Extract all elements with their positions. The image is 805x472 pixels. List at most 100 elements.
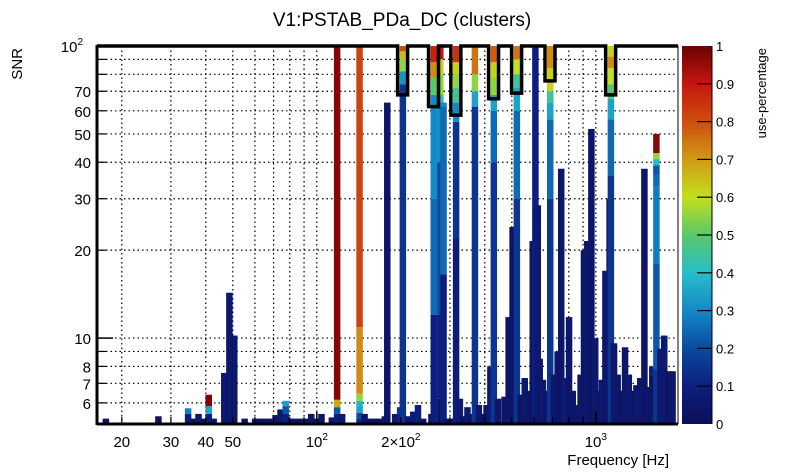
histogram-bin <box>557 168 565 424</box>
y-tick-label: 60 <box>74 104 91 121</box>
histogram-bin <box>376 418 384 424</box>
histogram-bin <box>565 317 573 424</box>
histogram-bin <box>399 46 407 52</box>
histogram-bin <box>513 59 521 75</box>
histogram-bin <box>430 77 438 95</box>
plot-frame <box>95 45 679 426</box>
histogram-bin <box>607 98 615 120</box>
histogram-bin <box>226 292 233 424</box>
x-tick-label: 50 <box>224 434 241 451</box>
histogram-bin <box>452 102 460 122</box>
histogram-bin <box>356 400 363 407</box>
y-axis: 6 78 10 20 30 40 50 60 70 102 <box>61 37 113 413</box>
histogram-bin <box>399 71 407 85</box>
histogram-bin <box>513 110 521 199</box>
colorbar-tick-label: 0.4 <box>716 266 734 281</box>
histogram-bin <box>361 413 368 424</box>
histogram-bin <box>452 62 460 75</box>
histogram-bin <box>665 371 672 424</box>
histogram-bin <box>607 46 615 57</box>
histogram-bin <box>221 372 228 424</box>
histogram-bin <box>645 387 652 424</box>
histogram-bin <box>577 374 584 424</box>
histogram-bin <box>513 198 521 424</box>
histogram-bin <box>487 366 494 424</box>
histogram-bin <box>513 46 521 60</box>
histogram-bin <box>653 165 660 176</box>
histogram-bin <box>282 413 289 424</box>
histogram-bin <box>610 343 618 424</box>
colorbar-label: use-percentage <box>754 48 769 138</box>
histogram-bin <box>607 56 615 69</box>
histogram-bin <box>669 371 676 424</box>
histogram-bin <box>404 416 412 424</box>
histogram-bin <box>490 162 498 425</box>
histogram-bin <box>490 62 498 78</box>
histogram-bin <box>543 390 550 424</box>
colorbar-tick-label: 0 <box>716 417 723 432</box>
histogram-bin <box>653 369 660 424</box>
histogram-bin <box>546 102 554 120</box>
y-tick-label: 10 <box>74 331 91 348</box>
histogram-bin <box>591 338 599 424</box>
histogram-bin <box>399 59 407 72</box>
histogram-bin <box>550 374 557 424</box>
histogram-bin <box>625 374 633 424</box>
histogram-bin <box>356 406 363 413</box>
histogram-bin <box>333 399 341 408</box>
histogram-bin <box>534 205 542 424</box>
histogram-bin <box>356 46 363 328</box>
x-tick-exponent: 2 <box>322 432 328 443</box>
histogram-bin <box>479 413 486 424</box>
histogram-bin <box>614 374 621 424</box>
histogram-bin <box>490 46 498 63</box>
histogram-bin <box>653 159 660 166</box>
histogram-bin <box>282 406 289 414</box>
histogram-bin <box>649 366 656 375</box>
histogram-bin <box>505 317 512 424</box>
histogram-bin <box>452 87 460 103</box>
colorbar-tick-label: 0.1 <box>716 379 734 394</box>
colorbar-axis: 0 0.1 0.2 0.3 0.4 0.5 0.6 0.7 0.8 0.9 1 <box>697 39 734 432</box>
histogram-bin <box>430 94 438 199</box>
histogram-bin <box>588 128 595 424</box>
histogram-bin <box>440 274 447 424</box>
histogram-bin <box>653 186 660 264</box>
histogram-bin <box>272 415 279 424</box>
histogram-bin <box>513 74 521 88</box>
histogram-bin <box>602 270 609 424</box>
x-tick-label: 30 <box>163 434 180 451</box>
colorbar-tick-label: 0.6 <box>716 190 734 205</box>
histogram-bin <box>653 153 660 160</box>
histogram-bin <box>356 418 363 424</box>
histogram-bin <box>521 378 528 424</box>
histogram-bin <box>200 418 207 424</box>
histogram-bin <box>641 168 648 424</box>
bars <box>102 46 676 425</box>
histogram-bin <box>371 418 379 424</box>
histogram-bin <box>399 51 407 60</box>
histogram-bin <box>414 405 422 424</box>
histogram-bin <box>356 393 363 401</box>
histogram-bin <box>430 198 438 315</box>
histogram-bin <box>513 87 521 111</box>
histogram-bin <box>277 409 284 424</box>
histogram-bin <box>490 110 498 163</box>
y-tick-label: 40 <box>74 155 91 172</box>
histogram-bin <box>437 74 444 95</box>
histogram-bin <box>471 46 479 75</box>
histogram-bin <box>607 119 615 176</box>
colorbar-tick-label: 0.2 <box>716 341 734 356</box>
histogram-bin <box>102 418 110 424</box>
clipped-bin-outlines <box>97 44 678 117</box>
histogram-bin <box>184 413 192 422</box>
histogram-bin <box>437 94 444 107</box>
histogram-bin <box>452 46 460 63</box>
colorbar-tick-label: 0.5 <box>716 228 734 243</box>
histogram-bin <box>384 102 391 425</box>
histogram-bin <box>546 91 554 103</box>
histogram-bin <box>287 418 295 424</box>
x-axis-label: Frequency [Hz] <box>567 452 669 469</box>
histogram-bin <box>256 418 264 424</box>
histogram-bin <box>409 411 417 424</box>
